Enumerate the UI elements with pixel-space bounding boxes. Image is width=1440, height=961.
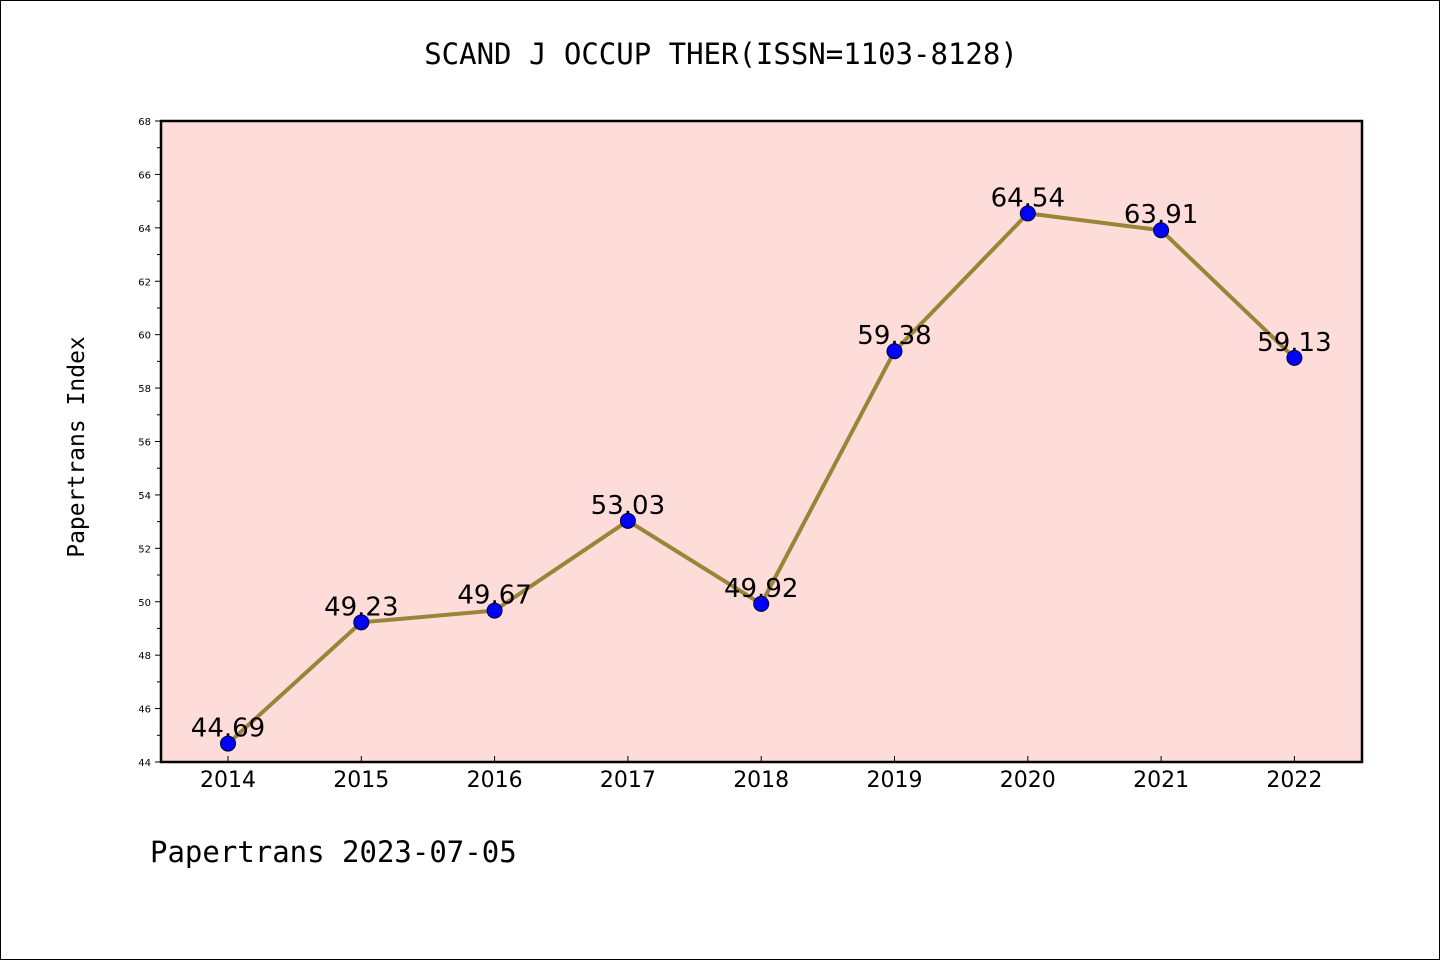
plot-border (159, 119, 1364, 764)
data-point-marker (220, 735, 236, 752)
data-point-label: 59.13 (1257, 328, 1331, 358)
data-point-label: 64.54 (991, 183, 1065, 213)
data-point-marker (753, 595, 770, 612)
data-point-marker (1019, 205, 1036, 222)
x-tick-label: 2017 (600, 768, 656, 793)
y-tick-label: 58 (138, 384, 151, 395)
y-tick-label: 44 (138, 758, 151, 769)
data-point-marker (1286, 349, 1303, 366)
data-point-marker (1153, 222, 1170, 239)
y-tick-label: 46 (138, 705, 151, 716)
x-tick-label: 2014 (200, 768, 256, 793)
data-point-label: 49.92 (724, 574, 798, 604)
data-point-marker (886, 343, 903, 360)
x-tick-label: 2022 (1266, 768, 1322, 793)
footer-credit: Papertrans 2023-07-05 (150, 835, 517, 869)
data-point-label: 49.67 (457, 581, 531, 611)
x-tick-label: 2016 (467, 768, 523, 793)
y-tick-label: 68 (138, 117, 151, 128)
data-point-marker (353, 614, 370, 631)
x-tick-label: 2020 (1000, 768, 1056, 793)
data-point-label: 44.69 (191, 714, 265, 744)
data-point-marker (619, 512, 636, 529)
y-tick-label: 54 (138, 491, 151, 502)
data-point-label: 59.38 (857, 321, 931, 351)
y-tick-label: 60 (138, 331, 151, 342)
data-labels: 44.69 49.23 49.67 53.03 49.92 59.38 64.54 63.91… (191, 183, 1332, 743)
data-markers (220, 205, 1303, 752)
data-point-label: 49.23 (324, 592, 398, 622)
y-tick-label: 66 (138, 170, 151, 181)
y-axis: 44 46 48 50 52 54 56 58 60 62 64 66 68 (138, 117, 161, 769)
x-tick-label: 2015 (333, 768, 389, 793)
y-tick-label: 56 (138, 438, 151, 449)
x-tick-label: 2018 (733, 768, 789, 793)
x-tick-label: 2019 (867, 768, 923, 793)
y-tick-label: 50 (138, 598, 151, 609)
data-point-marker (486, 602, 503, 619)
x-axis: 2014 2015 2016 2017 2018 2019 2020 2021 2022 (200, 756, 1322, 793)
chart-title: SCAND J OCCUP THER(ISSN=1103-8128) (424, 37, 1018, 71)
data-point-label: 63.91 (1124, 200, 1198, 230)
y-tick-label: 52 (138, 544, 151, 555)
y-tick-label: 48 (138, 651, 151, 662)
data-point-label: 53.03 (591, 491, 665, 521)
x-tick-label: 2021 (1133, 768, 1189, 793)
y-tick-label: 62 (138, 277, 151, 288)
y-tick-label: 64 (138, 224, 151, 235)
